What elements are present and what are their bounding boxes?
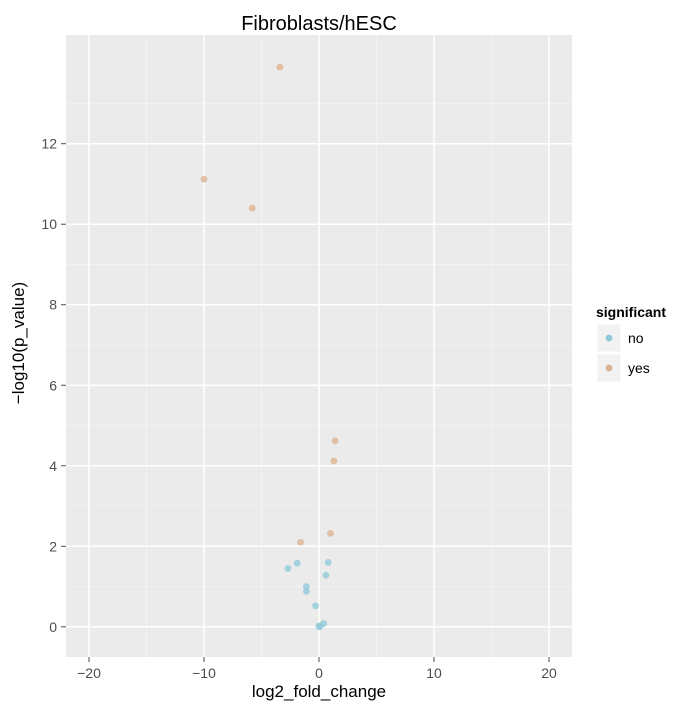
x-tick-label: 20 [541, 665, 557, 681]
data-point-yes [327, 530, 334, 537]
x-tick-label: 10 [426, 665, 442, 681]
data-point-yes [248, 204, 256, 212]
y-axis: 0 2 4 6 8 10 12 [41, 136, 66, 635]
data-points [200, 63, 339, 631]
data-point-yes [276, 63, 284, 71]
data-point-no [302, 583, 310, 590]
data-point-no [302, 587, 310, 595]
y-tick-label: 10 [41, 216, 57, 232]
y-tick-label: 12 [41, 136, 57, 152]
y-axis-title: −log10(p_value) [9, 282, 28, 404]
data-point-yes [330, 457, 338, 465]
y-tick-label: 6 [49, 377, 57, 393]
data-point-no [324, 558, 332, 566]
y-tick-label: 4 [49, 458, 57, 474]
data-point-no [312, 602, 319, 610]
data-point-yes [200, 175, 208, 183]
data-point-no [293, 559, 301, 567]
y-tick-label: 0 [49, 619, 57, 635]
data-point-yes [331, 437, 339, 445]
legend-label-no: no [628, 330, 644, 346]
major-gridlines [66, 35, 572, 657]
legend-title: significant [596, 304, 666, 320]
legend-swatch-no [605, 334, 613, 342]
data-point-no [316, 623, 323, 631]
y-tick-label: 8 [49, 297, 57, 313]
x-axis: −20 −10 0 10 20 [77, 657, 557, 681]
legend-swatch-yes [605, 364, 613, 372]
data-point-no [284, 565, 292, 572]
data-point-no [322, 571, 330, 579]
data-point-yes [297, 538, 304, 546]
legend: significant no yes [596, 304, 666, 383]
y-tick-label: 2 [49, 538, 57, 554]
legend-label-yes: yes [628, 360, 650, 376]
x-tick-label: 0 [315, 665, 323, 681]
x-axis-title: log2_fold_change [252, 682, 386, 701]
chart-title: Fibroblasts/hESC [241, 13, 397, 35]
x-tick-label: −20 [77, 665, 101, 681]
x-tick-label: −10 [192, 665, 216, 681]
